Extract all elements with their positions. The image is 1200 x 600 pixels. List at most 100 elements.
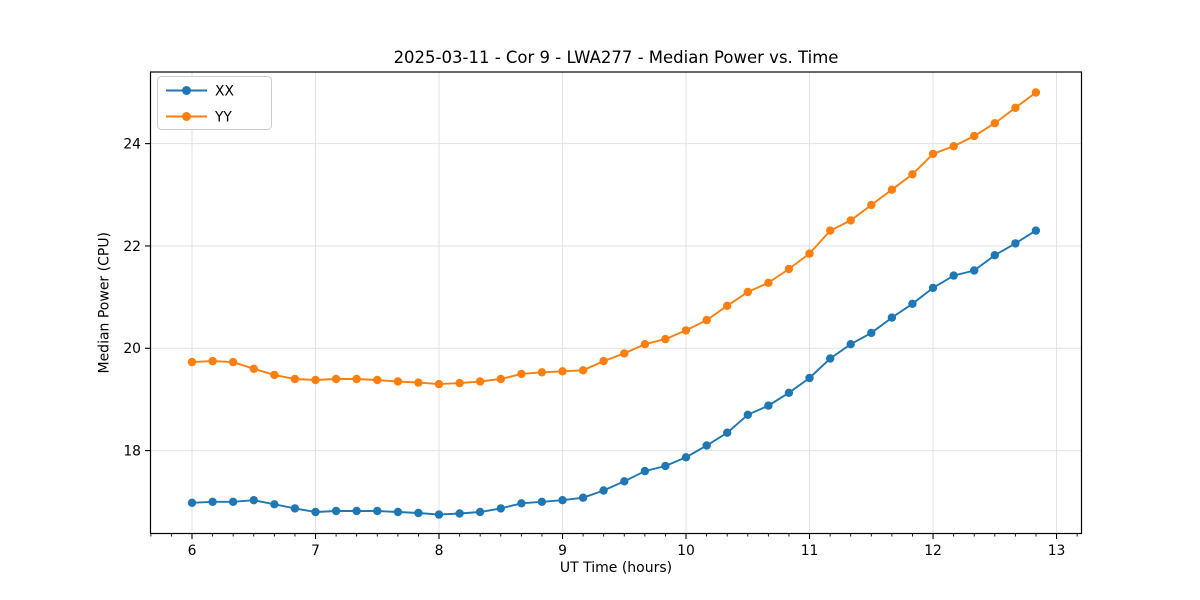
x-tick-label: 12 — [924, 543, 942, 559]
data-point-YY — [887, 185, 897, 194]
data-point-XX — [558, 496, 567, 505]
data-point-XX — [949, 271, 958, 280]
data-point-YY — [537, 368, 547, 377]
data-point-YY — [496, 374, 505, 384]
data-point-YY — [290, 374, 300, 384]
data-point-XX — [661, 461, 670, 471]
data-point-YY — [599, 356, 608, 366]
data-point-YY — [393, 377, 403, 386]
data-point-YY — [723, 301, 732, 310]
data-point-XX — [393, 507, 403, 517]
data-point-YY — [661, 334, 670, 344]
data-point-XX — [208, 497, 217, 506]
legend-label-YY: YY — [214, 109, 232, 125]
data-point-YY — [352, 374, 361, 384]
data-point-XX — [908, 299, 917, 308]
data-point-YY — [867, 200, 876, 210]
data-point-XX — [373, 506, 382, 516]
data-point-XX — [928, 283, 938, 293]
data-point-YY — [928, 149, 938, 159]
data-point-YY — [455, 378, 464, 388]
data-point-XX — [867, 328, 876, 338]
x-tick-label: 7 — [311, 543, 320, 559]
data-point-XX — [681, 453, 691, 462]
data-point-XX — [290, 504, 300, 513]
series-line-YY — [191, 91, 1037, 386]
series-YY — [187, 88, 1041, 389]
data-point-XX — [496, 504, 505, 513]
chart-title: 2025-03-11 - Cor 9 - LWA277 - Median Pow… — [394, 48, 839, 67]
data-point-YY — [681, 326, 691, 335]
data-point-XX — [826, 354, 835, 363]
series-XX — [187, 226, 1041, 519]
data-point-YY — [578, 366, 588, 375]
data-point-XX — [805, 373, 814, 383]
data-point-YY — [373, 375, 382, 385]
data-point-YY — [1011, 103, 1020, 113]
data-point-YY — [970, 131, 979, 141]
data-point-YY — [990, 119, 999, 128]
data-point-YY — [311, 375, 320, 385]
y-tick-label: 18 — [123, 443, 141, 459]
x-tick-label: 13 — [1048, 543, 1066, 559]
data-point-XX — [599, 486, 608, 495]
tick-layer: 6 7 8 9 10 11 12 13 18 20 22 24 — [123, 136, 1078, 559]
data-point-YY — [805, 249, 814, 258]
data-point-XX — [537, 497, 547, 506]
y-axis-label: Median Power (CPU) — [97, 232, 113, 374]
x-axis-label: UT Time (hours) — [560, 560, 672, 576]
data-point-XX — [475, 507, 485, 517]
data-point-XX — [270, 500, 279, 509]
series-line-XX — [191, 229, 1037, 516]
series-layer — [187, 88, 1041, 519]
data-point-YY — [784, 264, 794, 274]
data-point-YY — [414, 378, 423, 387]
data-point-YY — [475, 377, 485, 386]
y-tick-label: 24 — [123, 136, 141, 152]
data-point-XX — [764, 401, 773, 410]
data-point-XX — [990, 251, 999, 260]
data-point-XX — [887, 313, 897, 322]
data-point-YY — [434, 379, 444, 389]
data-point-YY — [826, 226, 835, 235]
x-tick-label: 8 — [435, 543, 444, 559]
data-point-XX — [414, 508, 423, 518]
data-point-XX — [784, 388, 794, 397]
data-point-YY — [764, 278, 773, 287]
data-point-XX — [578, 493, 588, 502]
y-tick-label: 20 — [123, 341, 141, 357]
x-tick-label: 10 — [677, 543, 695, 559]
legend-sample-marker-XX — [182, 86, 191, 95]
data-point-YY — [620, 349, 629, 358]
data-point-XX — [331, 506, 341, 516]
data-point-XX — [434, 510, 444, 519]
data-point-XX — [455, 509, 464, 518]
data-point-XX — [970, 266, 979, 275]
legend-label-XX: XX — [215, 83, 234, 99]
data-point-YY — [208, 356, 217, 366]
data-point-XX — [249, 496, 258, 505]
data-point-YY — [558, 367, 567, 376]
data-point-YY — [1031, 88, 1041, 97]
data-point-YY — [249, 364, 258, 373]
x-tick-label: 6 — [188, 543, 197, 559]
data-point-YY — [270, 370, 279, 380]
data-point-XX — [723, 428, 732, 437]
data-point-XX — [743, 410, 752, 419]
x-tick-label: 9 — [558, 543, 567, 559]
data-point-YY — [517, 369, 526, 379]
data-point-XX — [228, 497, 238, 506]
data-point-XX — [517, 499, 526, 508]
data-point-YY — [908, 170, 917, 179]
legend: XX YY — [157, 76, 272, 130]
data-point-YY — [187, 357, 197, 367]
data-point-YY — [846, 216, 855, 225]
data-point-XX — [1011, 239, 1020, 248]
data-point-XX — [620, 477, 629, 486]
data-point-YY — [228, 357, 238, 367]
legend-sample-marker-YY — [182, 112, 191, 121]
data-point-XX — [352, 506, 361, 516]
y-tick-label: 22 — [123, 239, 141, 255]
